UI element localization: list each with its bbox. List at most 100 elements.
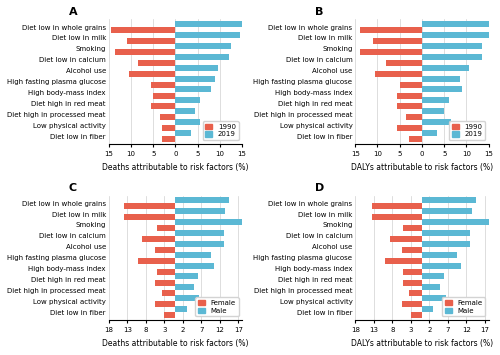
Bar <box>422 252 457 258</box>
Bar <box>176 97 200 103</box>
Bar <box>422 219 488 225</box>
Bar <box>151 82 176 88</box>
Bar <box>153 93 176 99</box>
Bar <box>422 87 462 92</box>
Bar <box>422 21 491 27</box>
Bar <box>162 290 175 296</box>
Bar <box>126 38 176 44</box>
Bar <box>422 230 470 236</box>
Bar <box>422 97 448 103</box>
X-axis label: DALYs attributable to risk factors (%): DALYs attributable to risk factors (%) <box>351 339 493 348</box>
Bar <box>390 236 422 242</box>
Bar <box>398 103 422 109</box>
Bar <box>176 54 229 60</box>
Bar <box>155 301 176 307</box>
Bar <box>402 301 422 307</box>
Bar <box>422 108 444 114</box>
Text: C: C <box>68 183 77 193</box>
Bar <box>160 114 176 120</box>
Bar <box>155 280 176 285</box>
Bar <box>422 284 440 290</box>
Bar <box>142 236 176 242</box>
Bar <box>157 269 176 275</box>
Bar <box>373 38 422 44</box>
Text: D: D <box>315 183 324 193</box>
Bar <box>422 54 482 60</box>
Bar <box>176 273 198 279</box>
Legend: 1990, 2019: 1990, 2019 <box>449 121 485 140</box>
Bar <box>422 273 444 279</box>
Bar <box>157 225 176 231</box>
Text: B: B <box>315 7 324 17</box>
Bar <box>404 280 422 285</box>
Bar <box>138 60 175 66</box>
Bar <box>422 65 469 71</box>
Bar <box>176 230 224 236</box>
Bar <box>398 125 422 131</box>
Bar <box>400 82 422 88</box>
Bar <box>176 306 186 312</box>
Bar <box>162 136 175 142</box>
Bar <box>176 87 211 92</box>
X-axis label: DALYs attributable to risk factors (%): DALYs attributable to risk factors (%) <box>351 163 493 172</box>
Bar <box>398 93 422 99</box>
Bar <box>176 43 231 49</box>
Bar <box>155 247 176 253</box>
Bar <box>422 295 446 301</box>
Bar <box>116 49 176 55</box>
Bar <box>404 269 422 275</box>
Bar <box>176 219 242 225</box>
Bar <box>360 27 422 33</box>
Bar <box>409 290 422 296</box>
Bar <box>404 225 422 231</box>
Bar <box>176 284 194 290</box>
Bar <box>176 32 240 38</box>
Legend: Female, Male: Female, Male <box>442 297 485 316</box>
Bar <box>138 258 175 264</box>
Bar <box>124 214 176 220</box>
Bar <box>176 65 218 71</box>
Bar <box>151 103 176 109</box>
Bar <box>402 247 422 253</box>
Bar <box>124 203 176 209</box>
X-axis label: Deaths attributable to risk factors (%): Deaths attributable to risk factors (%) <box>102 339 249 348</box>
Bar <box>164 312 175 318</box>
Bar <box>386 60 422 66</box>
Bar <box>162 125 175 131</box>
Bar <box>176 208 226 214</box>
Bar <box>422 43 482 49</box>
Bar <box>422 32 488 38</box>
Bar <box>176 76 216 82</box>
Legend: 1990, 2019: 1990, 2019 <box>202 121 238 140</box>
Bar <box>176 108 196 114</box>
Text: A: A <box>68 7 78 17</box>
Bar <box>128 71 176 77</box>
Bar <box>385 258 422 264</box>
Bar <box>176 119 200 125</box>
Bar <box>176 130 191 136</box>
Bar <box>372 203 422 209</box>
Bar <box>408 136 422 142</box>
Bar <box>422 76 460 82</box>
Bar <box>422 197 476 203</box>
Bar <box>406 114 422 120</box>
Bar <box>422 263 461 268</box>
Bar <box>111 27 176 33</box>
Bar <box>422 306 433 312</box>
Bar <box>176 21 242 27</box>
Bar <box>176 252 210 258</box>
Bar <box>372 214 422 220</box>
Bar <box>176 263 214 268</box>
Bar <box>176 241 224 247</box>
Bar <box>376 71 422 77</box>
X-axis label: Deaths attributable to risk factors (%): Deaths attributable to risk factors (%) <box>102 163 249 172</box>
Bar <box>176 197 229 203</box>
Bar <box>422 130 438 136</box>
Bar <box>422 208 472 214</box>
Legend: Female, Male: Female, Male <box>196 297 238 316</box>
Bar <box>360 49 422 55</box>
Bar <box>422 241 470 247</box>
Bar <box>411 312 422 318</box>
Bar <box>176 295 200 301</box>
Bar <box>422 119 451 125</box>
